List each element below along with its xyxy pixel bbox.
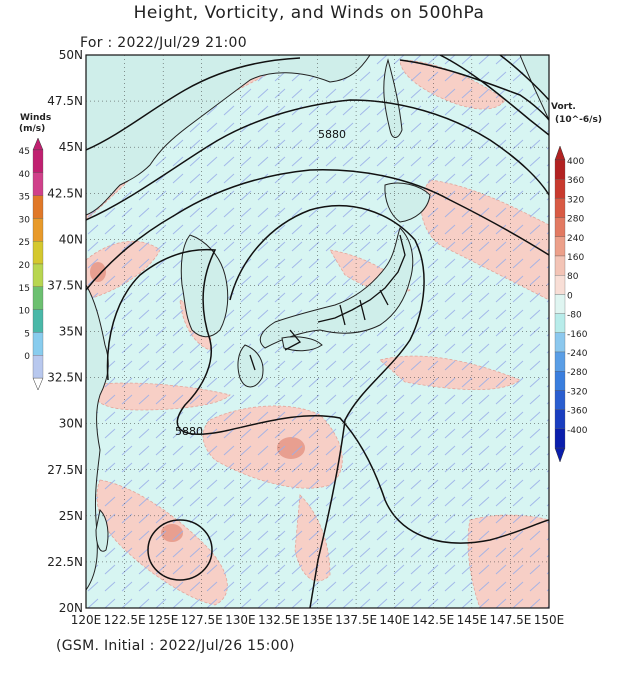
vort-colorbar-segment: [554, 428, 566, 449]
vort-colorbar-segment: [554, 294, 566, 314]
latitude-label: 47.5N: [47, 94, 83, 108]
vort-colorbar-label: -320: [567, 387, 588, 397]
vort-colorbar-title: Vort.: [551, 102, 576, 112]
vort-colorbar-segment: [554, 198, 566, 218]
vort-colorbar-label: -160: [567, 330, 588, 340]
longitude-label: 135E: [302, 613, 333, 627]
wind-colorbar-label: 35: [19, 193, 30, 203]
longitude-label: 147.5E: [489, 613, 531, 627]
wind-colorbar-label: 40: [19, 170, 31, 180]
wind-colorbar-segment: [32, 263, 44, 287]
height-contours: [86, 55, 549, 608]
wind-colorbar-label: 10: [19, 307, 31, 317]
vort-colorbar-label: -240: [567, 349, 588, 359]
valid-time: For : 2022/Jul/29 21:00: [80, 35, 247, 51]
longitude-label: 120E: [71, 613, 102, 627]
vort-colorbar-segment: [554, 390, 566, 410]
graticule: [86, 55, 549, 608]
wind-colorbar: Winds (m/s) 45 40 35 30 25 20 15 10 5 0: [19, 113, 51, 391]
wind-colorbar-label: 20: [19, 261, 31, 271]
vort-colorbar-label: 80: [567, 272, 579, 282]
vort-colorbar-label: 400: [567, 157, 584, 167]
vort-colorbar-label: -400: [567, 426, 588, 436]
wind-colorbar-label: 15: [19, 284, 30, 294]
wind-colorbar-segment: [32, 172, 44, 196]
latitude-label: 32.5N: [47, 371, 83, 385]
latitude-label: 50N: [59, 48, 83, 62]
vort-colorbar-segment: [554, 179, 566, 199]
vort-colorbar-segment: [554, 332, 566, 353]
vort-colorbar-segment: [554, 275, 566, 295]
wind-colorbar-segment: [32, 309, 44, 333]
wind-colorbar-label: 45: [19, 147, 30, 157]
latitude-label: 42.5N: [47, 186, 83, 200]
wind-colorbar-segment: [32, 149, 44, 173]
vort-colorbar-segment: [554, 236, 566, 257]
chart-title: Height, Vorticity, and Winds on 500hPa: [133, 3, 485, 23]
wind-colorbar-segment: [32, 218, 44, 242]
vort-colorbar-segment: [554, 351, 566, 372]
vort-colorbar-label: 280: [567, 215, 584, 225]
wind-colorbar-label: 5: [24, 329, 30, 339]
vort-colorbar-segment: [554, 255, 566, 276]
vort-colorbar-segment: [554, 159, 566, 180]
vort-colorbar-label: 160: [567, 253, 584, 263]
latitude-label: 27.5N: [47, 463, 83, 477]
wind-colorbar-unit: (m/s): [19, 124, 45, 134]
land-areas: [86, 55, 549, 591]
vort-colorbar-segment: [554, 313, 566, 333]
vort-colorbar-label: 360: [567, 176, 584, 186]
vort-colorbar-label: -360: [567, 407, 588, 417]
longitude-label: 137.5E: [335, 613, 377, 627]
longitude-label: 132.5E: [258, 613, 300, 627]
vort-colorbar-unit: (10^-6/s): [555, 115, 602, 125]
longitude-label: 145E: [457, 613, 488, 627]
latitude-label: 20N: [59, 601, 83, 615]
wind-colorbar-segment: [32, 195, 44, 219]
vort-colorbar-segment: [554, 371, 566, 391]
vort-colorbar-segment: [554, 409, 566, 429]
vort-colorbar-label: 0: [567, 291, 573, 301]
latitude-label: 30N: [59, 417, 83, 431]
vort-colorbar-label: 240: [567, 234, 584, 244]
vort-colorbar-label: 320: [567, 195, 584, 205]
vort-colorbar-segment: [554, 217, 566, 237]
longitude-label: 127.5E: [181, 613, 223, 627]
wind-colorbar-label: 0: [24, 352, 30, 362]
longitude-label: 150E: [534, 613, 565, 627]
wind-colorbar-label: 30: [19, 215, 31, 225]
longitude-label: 125E: [148, 613, 179, 627]
vort-colorbar-label: -280: [567, 368, 588, 378]
wind-colorbar-segment: [32, 241, 44, 265]
vorticity-colorbar: Vort. (10^-6/s) 400 360 320 280 240 160 80 0 -80…: [551, 102, 602, 463]
wind-colorbar-title: Winds: [20, 113, 51, 123]
wind-colorbar-label: 25: [19, 238, 30, 248]
initial-time: (GSM. Initial : 2022/Jul/26 15:00): [56, 638, 295, 654]
wind-colorbar-segment: [32, 332, 44, 356]
latitude-label: 25N: [59, 509, 83, 523]
latitude-label: 45N: [59, 140, 83, 154]
longitude-labels: 120E 122.5E 125E 127.5E 130E 132.5E 135E 137.5E…: [71, 613, 565, 627]
contour-label-north: 5880: [318, 128, 346, 141]
longitude-label: 130E: [225, 613, 256, 627]
latitude-label: 22.5N: [47, 555, 83, 569]
longitude-label: 140E: [379, 613, 410, 627]
latitude-label: 35N: [59, 325, 83, 339]
latitude-labels: 50N 47.5N 45N 42.5N 40N 37.5N 35N 32.5N 30N 27.5N…: [47, 48, 83, 615]
wind-colorbar-segment: [32, 286, 44, 310]
longitude-label: 142.5E: [412, 613, 454, 627]
wind-colorbar-segment: [32, 355, 44, 379]
longitude-label: 122.5E: [104, 613, 146, 627]
latitude-label: 40N: [59, 232, 83, 246]
contour-label-south: 5880: [175, 425, 203, 438]
vort-colorbar-label: -80: [567, 311, 582, 321]
latitude-label: 37.5N: [47, 278, 83, 292]
prefecture-borders: [249, 234, 406, 371]
